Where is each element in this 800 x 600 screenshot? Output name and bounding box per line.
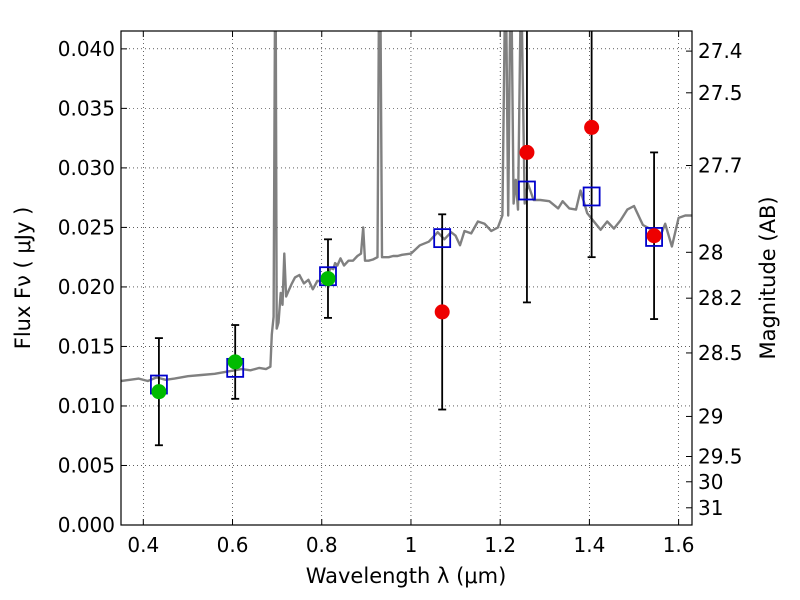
- optical-point: [151, 384, 167, 400]
- y-axis-label: Flux Fν ( μJy ): [11, 207, 35, 350]
- x-tick-label: 0.4: [127, 533, 159, 557]
- optical-point: [320, 271, 336, 287]
- y-tick-label: 0.010: [58, 394, 115, 418]
- mag-tick-label: 27.7: [698, 154, 743, 178]
- y-tick-label: 0.005: [58, 453, 115, 477]
- y-tick-label: 0.040: [58, 37, 115, 61]
- model-band-square: [433, 228, 452, 249]
- marker-layer: [150, 119, 663, 400]
- x-tick-label: 1: [405, 533, 418, 557]
- mag-tick-label: 28: [698, 240, 723, 264]
- y-tick-label: 0.035: [58, 96, 115, 120]
- mag-tick-label: 29.5: [698, 445, 743, 469]
- x-tick-label: 0.8: [306, 533, 338, 557]
- errorbar-layer: [154, 31, 659, 447]
- y-tick-label: 0.015: [58, 334, 115, 358]
- mag-tick-label: 27.4: [698, 39, 743, 63]
- plot-frame: [120, 30, 693, 526]
- y-tick-label: 0.020: [58, 275, 115, 299]
- mag-tick-label: 27.5: [698, 81, 743, 105]
- mag-tick-label: 31: [698, 496, 723, 520]
- x-tick-label: 0.6: [217, 533, 249, 557]
- nir-point: [519, 144, 535, 160]
- axis-layer: 0.4 0.6 0.8 1 1.2 1.4 1.6 0.000 0.005 0.010 0.015 0…: [58, 31, 743, 557]
- x-tick-label: 1.2: [484, 533, 516, 557]
- model-band-square: [518, 180, 536, 201]
- spectrum-layer: [121, 31, 692, 383]
- mag-tick-label: 30: [698, 470, 723, 494]
- spectrum-line: [121, 31, 692, 383]
- y-tick-label: 0.030: [58, 156, 115, 180]
- model-band-square: [582, 186, 601, 207]
- y-tick-label: 0.025: [58, 215, 115, 239]
- nir-point: [584, 119, 600, 135]
- nir-point: [434, 304, 450, 320]
- mag-tick-label: 28.2: [698, 286, 743, 310]
- y-tick-label: 0.000: [58, 513, 115, 537]
- mag-tick-label: 29: [698, 404, 723, 428]
- nir-point: [646, 228, 662, 244]
- y2-axis-label: Magnitude (AB): [756, 196, 780, 359]
- mag-tick-label: 28.5: [698, 341, 743, 365]
- optical-point: [227, 354, 243, 370]
- x-axis-label: Wavelength λ (μm): [306, 564, 507, 588]
- grid-layer: [121, 31, 692, 526]
- model-band-square: [645, 227, 663, 247]
- x-tick-label: 1.6: [663, 533, 695, 557]
- x-tick-label: 1.4: [573, 533, 605, 557]
